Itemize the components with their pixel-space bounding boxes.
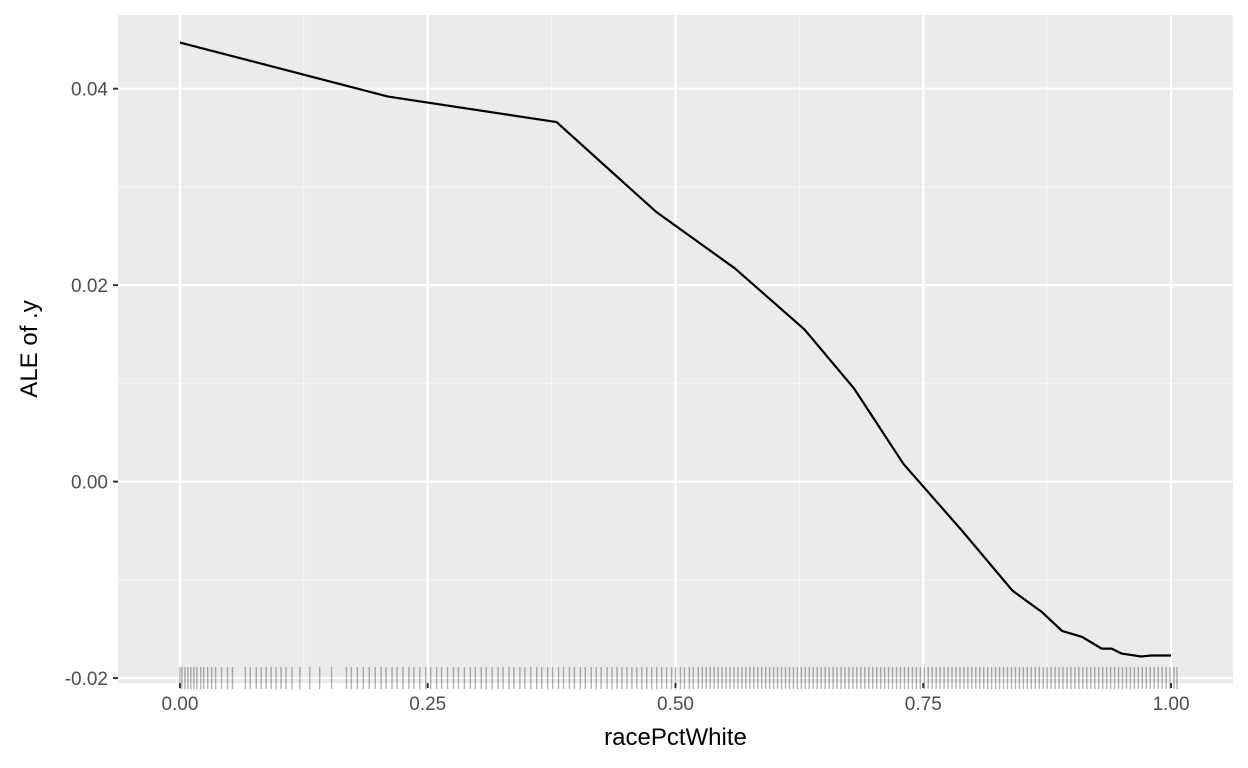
y-axis-title: ALE of .y	[16, 300, 43, 397]
series-line-0	[179, 41, 1172, 658]
rug-marks	[179, 667, 1178, 690]
major-gridlines	[118, 15, 1233, 683]
y-tick-label: 0.04	[71, 80, 108, 101]
x-tick-label: 0.75	[905, 694, 942, 715]
y-tick-label: -0.02	[65, 669, 108, 690]
y-tick-label: 0.00	[71, 473, 108, 494]
x-axis: 0.00 0.25 0.50 0.75 1.00	[161, 683, 1190, 715]
x-tick-label: 0.25	[409, 694, 446, 715]
x-tick-label: 0.00	[161, 694, 198, 715]
y-tick-label: 0.02	[71, 276, 108, 297]
y-axis: -0.02 0.00 0.02 0.04	[65, 80, 118, 690]
series-layer	[179, 41, 1172, 658]
x-tick-label: 0.50	[657, 694, 694, 715]
x-axis-title: racePctWhite	[604, 724, 747, 751]
x-tick-label: 1.00	[1153, 694, 1190, 715]
